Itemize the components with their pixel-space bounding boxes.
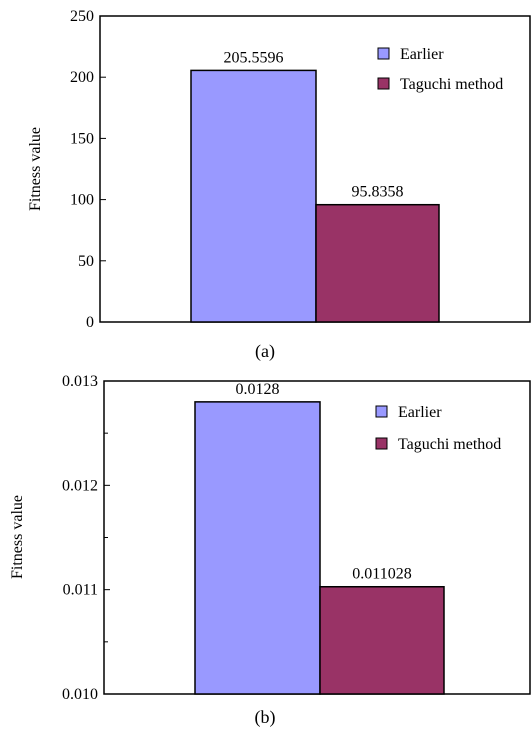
data-label: 205.5596 (224, 49, 284, 66)
chart-panel-a: 0 50 100 150 200 250 205.5596 95.8358 Fitness … (27, 8, 531, 362)
legend-swatch-taguchi (377, 77, 390, 90)
y-tick-label: 0.011 (63, 582, 98, 599)
legend-label-taguchi: Taguchi method (400, 76, 503, 93)
bar-taguchi-method (315, 203, 440, 323)
data-label: 0.0128 (236, 381, 280, 398)
legend: Earlier Taguchi method (375, 404, 501, 453)
bar-taguchi-method (319, 585, 445, 695)
legend-swatch-taguchi (375, 437, 388, 450)
legend-swatch-earlier (375, 405, 388, 418)
data-label: 95.8358 (352, 184, 404, 201)
y-tick-label: 0.013 (62, 373, 98, 390)
legend-label-earlier: Earlier (398, 404, 442, 421)
bar-earlier (190, 69, 317, 323)
data-label: 0.011028 (352, 566, 411, 583)
panel-caption-a: (a) (255, 341, 275, 362)
legend-label-taguchi: Taguchi method (398, 436, 501, 453)
y-tick-label: 150 (70, 130, 94, 147)
bars: 205.5596 95.8358 (190, 49, 440, 323)
bars: 0.0128 0.011028 (194, 381, 445, 695)
y-tick-label: 100 (70, 192, 94, 209)
y-tick-label: 50 (78, 253, 94, 270)
legend: Earlier Taguchi method (377, 46, 503, 93)
legend-swatch-earlier (377, 47, 390, 60)
y-axis-ticks: 0.010 0.011 0.012 0.013 (62, 373, 110, 703)
chart-panel-b: 0.010 0.011 0.012 0.013 0.0128 0.011028 Fitn… (9, 373, 531, 728)
panel-caption-b: (b) (255, 707, 276, 728)
y-tick-label: 0 (86, 314, 94, 331)
y-axis-title: Fitness value (9, 495, 26, 579)
y-axis-title: Fitness value (27, 127, 44, 211)
y-tick-label: 200 (70, 69, 94, 86)
bar-earlier (194, 401, 321, 695)
y-tick-label: 250 (70, 8, 94, 25)
y-axis-ticks: 0 50 100 150 200 250 (70, 8, 106, 331)
legend-label-earlier: Earlier (400, 46, 444, 63)
y-tick-label: 0.010 (62, 686, 98, 703)
y-tick-label: 0.012 (62, 477, 98, 494)
